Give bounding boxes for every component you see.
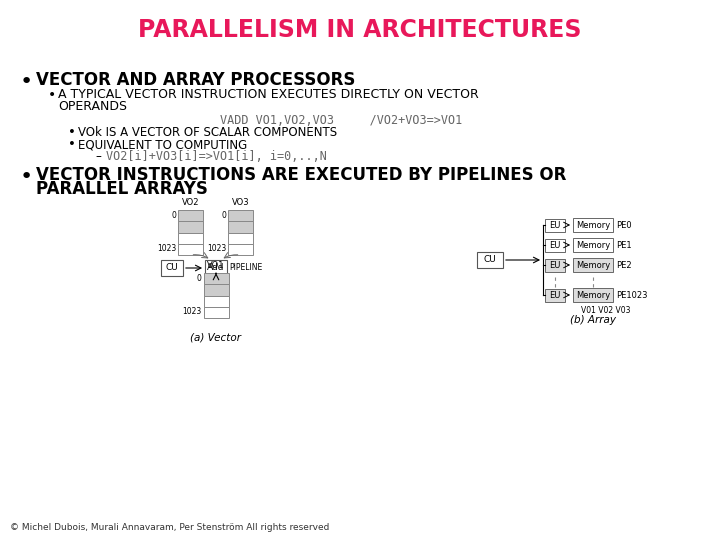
Text: © Michel Dubois, Murali Annavaram, Per Stenström All rights reserved: © Michel Dubois, Murali Annavaram, Per S… xyxy=(10,523,329,532)
Bar xyxy=(545,239,565,252)
Bar xyxy=(228,210,253,221)
Bar xyxy=(545,288,565,301)
Text: –: – xyxy=(95,150,101,163)
Bar xyxy=(204,284,228,295)
Bar xyxy=(573,288,613,302)
Bar xyxy=(573,258,613,272)
Text: VECTOR AND ARRAY PROCESSORS: VECTOR AND ARRAY PROCESSORS xyxy=(36,71,356,89)
Bar xyxy=(573,238,613,252)
Text: VECTOR INSTRUCTIONS ARE EXECUTED BY PIPELINES OR: VECTOR INSTRUCTIONS ARE EXECUTED BY PIPE… xyxy=(36,166,567,184)
Text: •: • xyxy=(48,88,56,102)
Text: EU: EU xyxy=(549,260,561,269)
Text: 0: 0 xyxy=(221,211,226,220)
Text: VOk IS A VECTOR OF SCALAR COMPONENTS: VOk IS A VECTOR OF SCALAR COMPONENTS xyxy=(78,126,337,139)
Text: PE0: PE0 xyxy=(616,220,631,230)
Text: •: • xyxy=(20,167,33,187)
Text: Memory: Memory xyxy=(576,220,610,230)
Text: PARALLELISM IN ARCHITECTURES: PARALLELISM IN ARCHITECTURES xyxy=(138,18,582,42)
Text: VO2[i]+VO3[i]=>VO1[i], i=0,..,N: VO2[i]+VO3[i]=>VO1[i], i=0,..,N xyxy=(106,150,327,163)
Text: EU: EU xyxy=(549,240,561,249)
Text: 1023: 1023 xyxy=(182,307,202,316)
Text: 1023: 1023 xyxy=(207,244,226,253)
Text: PE1: PE1 xyxy=(616,240,631,249)
Text: (a) Vector: (a) Vector xyxy=(191,332,241,342)
Text: (b) Array: (b) Array xyxy=(570,315,616,325)
Bar xyxy=(178,221,203,233)
Text: 0: 0 xyxy=(197,274,202,283)
Text: EU: EU xyxy=(549,291,561,300)
Text: EU: EU xyxy=(549,220,561,230)
Text: Memory: Memory xyxy=(576,291,610,300)
Bar xyxy=(573,218,613,232)
Text: PE1023: PE1023 xyxy=(616,291,647,300)
Text: EQUIVALENT TO COMPUTING: EQUIVALENT TO COMPUTING xyxy=(78,138,247,151)
Bar xyxy=(228,233,253,244)
Bar xyxy=(178,233,203,244)
Text: •: • xyxy=(68,126,76,139)
Text: VO2: VO2 xyxy=(181,198,199,207)
Bar xyxy=(161,260,183,276)
Text: PARALLEL ARRAYS: PARALLEL ARRAYS xyxy=(36,180,208,198)
Bar xyxy=(228,244,253,255)
Bar xyxy=(205,260,227,276)
Bar xyxy=(204,307,228,318)
Text: 1023: 1023 xyxy=(157,244,176,253)
Bar xyxy=(545,259,565,272)
Bar xyxy=(204,273,228,284)
Text: 0: 0 xyxy=(171,211,176,220)
Text: CU: CU xyxy=(166,264,179,273)
Text: •: • xyxy=(68,138,76,151)
Text: VO3: VO3 xyxy=(232,198,249,207)
Bar xyxy=(204,295,228,307)
Text: PE2: PE2 xyxy=(616,260,631,269)
Bar xyxy=(477,252,503,268)
Bar xyxy=(545,219,565,232)
Text: Memory: Memory xyxy=(576,240,610,249)
Text: •: • xyxy=(20,72,33,92)
Text: Add: Add xyxy=(207,264,225,273)
Text: VO1: VO1 xyxy=(207,261,225,270)
Text: Memory: Memory xyxy=(576,260,610,269)
Text: A TYPICAL VECTOR INSTRUCTION EXECUTES DIRECTLY ON VECTOR: A TYPICAL VECTOR INSTRUCTION EXECUTES DI… xyxy=(58,88,479,101)
Text: V01 V02 V03: V01 V02 V03 xyxy=(581,306,631,315)
Bar xyxy=(228,221,253,233)
Text: PIPELINE: PIPELINE xyxy=(229,264,262,273)
Text: VADD VO1,VO2,VO3     /VO2+VO3=>VO1: VADD VO1,VO2,VO3 /VO2+VO3=>VO1 xyxy=(220,114,462,127)
Text: CU: CU xyxy=(484,255,496,265)
Text: OPERANDS: OPERANDS xyxy=(58,100,127,113)
Bar xyxy=(178,244,203,255)
Bar xyxy=(178,210,203,221)
